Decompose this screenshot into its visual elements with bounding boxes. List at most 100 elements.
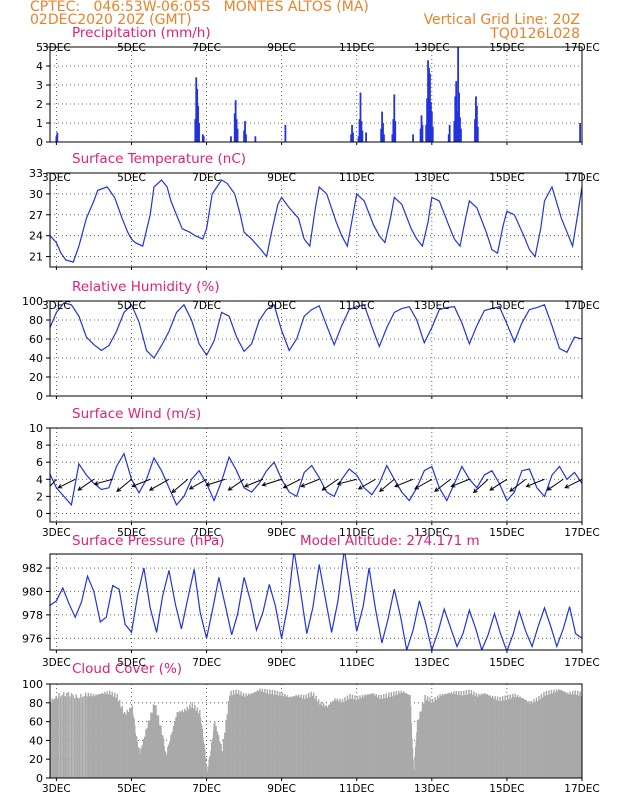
wind-arrow xyxy=(262,478,282,486)
cloud-bar xyxy=(246,695,249,778)
cloud-bar xyxy=(191,702,194,778)
wind-arrow-head xyxy=(300,483,306,488)
precip-bar xyxy=(447,134,450,142)
cloud-bar xyxy=(464,695,466,778)
marks-precip xyxy=(55,47,582,142)
cloud-bar xyxy=(511,694,514,778)
cloud-bar xyxy=(548,690,550,778)
cloud-bar xyxy=(431,698,434,778)
cloud-bar xyxy=(520,698,523,778)
cloud-bar xyxy=(279,691,281,778)
cloud-bar xyxy=(172,725,175,778)
cloud-bar xyxy=(543,691,545,778)
wind-arrow xyxy=(526,478,545,487)
cloud-bar xyxy=(269,689,271,778)
cloud-bar xyxy=(284,693,286,778)
precip-bar xyxy=(457,47,460,142)
cloud-bar xyxy=(529,703,531,778)
cloud-bar xyxy=(478,693,480,778)
cloud-bar xyxy=(146,727,148,778)
panel-title: Surface Pressure (hPa) xyxy=(72,533,225,549)
cloud-bar xyxy=(88,696,91,778)
cloud-bar xyxy=(531,703,534,778)
cloud-bar xyxy=(242,692,245,778)
x-tick-label: 9DEC xyxy=(267,783,296,795)
cloud-bar xyxy=(275,695,277,778)
precip-bar xyxy=(425,124,428,142)
y-tick-label: 8 xyxy=(36,439,43,452)
cloud-bar xyxy=(270,694,272,778)
precip-bar xyxy=(475,105,478,142)
marks-pres xyxy=(50,554,582,650)
cloud-bar xyxy=(493,698,495,778)
cloud-bar xyxy=(175,716,177,778)
cloud-bar xyxy=(100,694,102,778)
cloud-bar xyxy=(374,695,376,778)
marks-wind xyxy=(50,452,582,507)
wind-arrow xyxy=(171,478,189,493)
cloud-bar xyxy=(317,699,320,778)
cloud-bar xyxy=(312,692,315,778)
cloud-bar xyxy=(365,695,367,778)
precip-bar xyxy=(244,121,246,142)
wind-arrow xyxy=(564,478,582,489)
cloud-bar xyxy=(67,691,70,778)
x-tick-label: 5DEC xyxy=(117,172,146,184)
wind-arrow xyxy=(50,478,57,487)
precip-bar xyxy=(352,132,354,142)
cloud-bar xyxy=(379,698,381,778)
cloud-bar xyxy=(214,721,216,778)
cloud-bar xyxy=(230,690,232,778)
cloud-bar xyxy=(142,738,145,778)
cloud-bar xyxy=(130,709,132,778)
cloud-bar xyxy=(150,712,152,778)
cloud-bar xyxy=(508,699,510,778)
cloud-bar xyxy=(235,689,237,778)
cloud-bar xyxy=(406,694,409,778)
cloud-bar xyxy=(52,699,55,778)
cloud-bar xyxy=(153,705,156,778)
wind-arrow xyxy=(414,478,433,490)
cloud-bar xyxy=(341,699,344,778)
cloud-bar xyxy=(174,721,176,778)
precip-bar xyxy=(198,123,200,142)
cloud-bar xyxy=(525,700,528,778)
y-tick-label: 0 xyxy=(36,390,43,403)
cloud-bar xyxy=(301,698,304,778)
precip-bar xyxy=(412,134,414,142)
cloud-bar xyxy=(276,690,279,778)
cloud-bar xyxy=(272,694,275,778)
cloud-bar xyxy=(446,693,449,778)
cloud-bar xyxy=(222,738,225,778)
precip-bar xyxy=(391,134,394,142)
cloud-bar xyxy=(367,694,370,778)
wind-arrow xyxy=(301,478,320,487)
cloud-bar xyxy=(145,729,147,778)
x-tick-label: 13DEC xyxy=(414,300,449,312)
cloud-bar xyxy=(190,707,192,778)
cloud-bar xyxy=(72,694,74,778)
cloud-bar xyxy=(321,705,324,778)
cloud-bar xyxy=(501,696,504,778)
precip-bar xyxy=(359,92,362,142)
cloud-bar xyxy=(96,695,98,778)
cloud-bar xyxy=(546,694,549,778)
wind-arrow-head xyxy=(77,486,83,491)
cloud-bar xyxy=(277,695,280,778)
panel-precip: 0 1 2 3 4 5 3DEC 5DEC 7DEC 9DEC 11DEC 13DEC 15DEC 17D… xyxy=(36,25,600,149)
cloud-bar xyxy=(332,700,335,778)
precip-bar xyxy=(426,98,429,142)
wind-arrow-head xyxy=(357,485,363,490)
cloud-bar xyxy=(535,697,538,778)
cloud-bar xyxy=(51,698,53,778)
cloud-bar xyxy=(389,696,391,778)
cloud-bar xyxy=(460,691,463,778)
panel-title: Relative Humidity (%) xyxy=(72,279,220,295)
cloud-bar xyxy=(91,696,93,778)
precip-bar xyxy=(365,132,368,142)
cloud-bar xyxy=(247,693,250,778)
cloud-bar xyxy=(425,700,428,778)
wind-arrow xyxy=(244,478,264,487)
cloud-bar xyxy=(362,696,365,778)
cloud-bar xyxy=(177,712,180,778)
